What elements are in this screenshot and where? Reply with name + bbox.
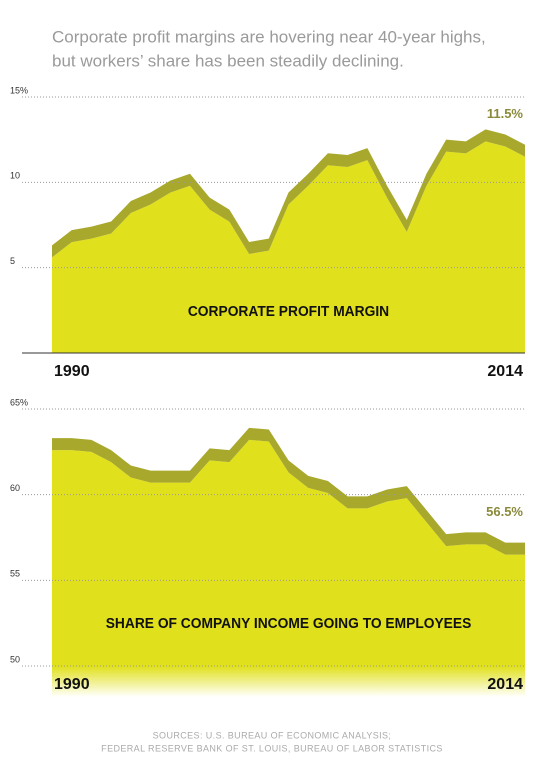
area-edge xyxy=(52,427,525,555)
x-tick-label: 2014 xyxy=(487,363,523,380)
area xyxy=(52,141,525,353)
area xyxy=(52,439,525,697)
x-tick-label: 1990 xyxy=(54,363,90,380)
y-tick-label: 65% xyxy=(10,397,28,407)
value-label: 56.5% xyxy=(486,504,523,519)
value-label: 11.5% xyxy=(487,106,524,121)
source: SOURCES: U.S. BUREAU OF ECONOMIC ANALYSI… xyxy=(153,730,392,740)
y-tick-label: 60 xyxy=(10,483,20,493)
title: Corporate profit margins are hovering ne… xyxy=(52,27,486,46)
x-tick-label: 2014 xyxy=(487,676,523,693)
x-tick-label: 1990 xyxy=(54,676,90,693)
y-tick-label: 50 xyxy=(10,654,20,664)
y-tick-label: 10 xyxy=(10,171,20,181)
title: but workers’ share has been steadily dec… xyxy=(52,51,404,70)
y-tick-label: 55 xyxy=(10,569,20,579)
chart-label: CORPORATE PROFIT MARGIN xyxy=(188,303,389,320)
source: FEDERAL RESERVE BANK OF ST. LOUIS, BUREA… xyxy=(101,743,443,753)
y-tick-label: 15% xyxy=(10,85,28,95)
area-edge xyxy=(52,129,525,258)
chart-label: SHARE OF COMPANY INCOME GOING TO EMPLOYE… xyxy=(106,615,472,632)
y-tick-label: 5 xyxy=(10,256,15,266)
